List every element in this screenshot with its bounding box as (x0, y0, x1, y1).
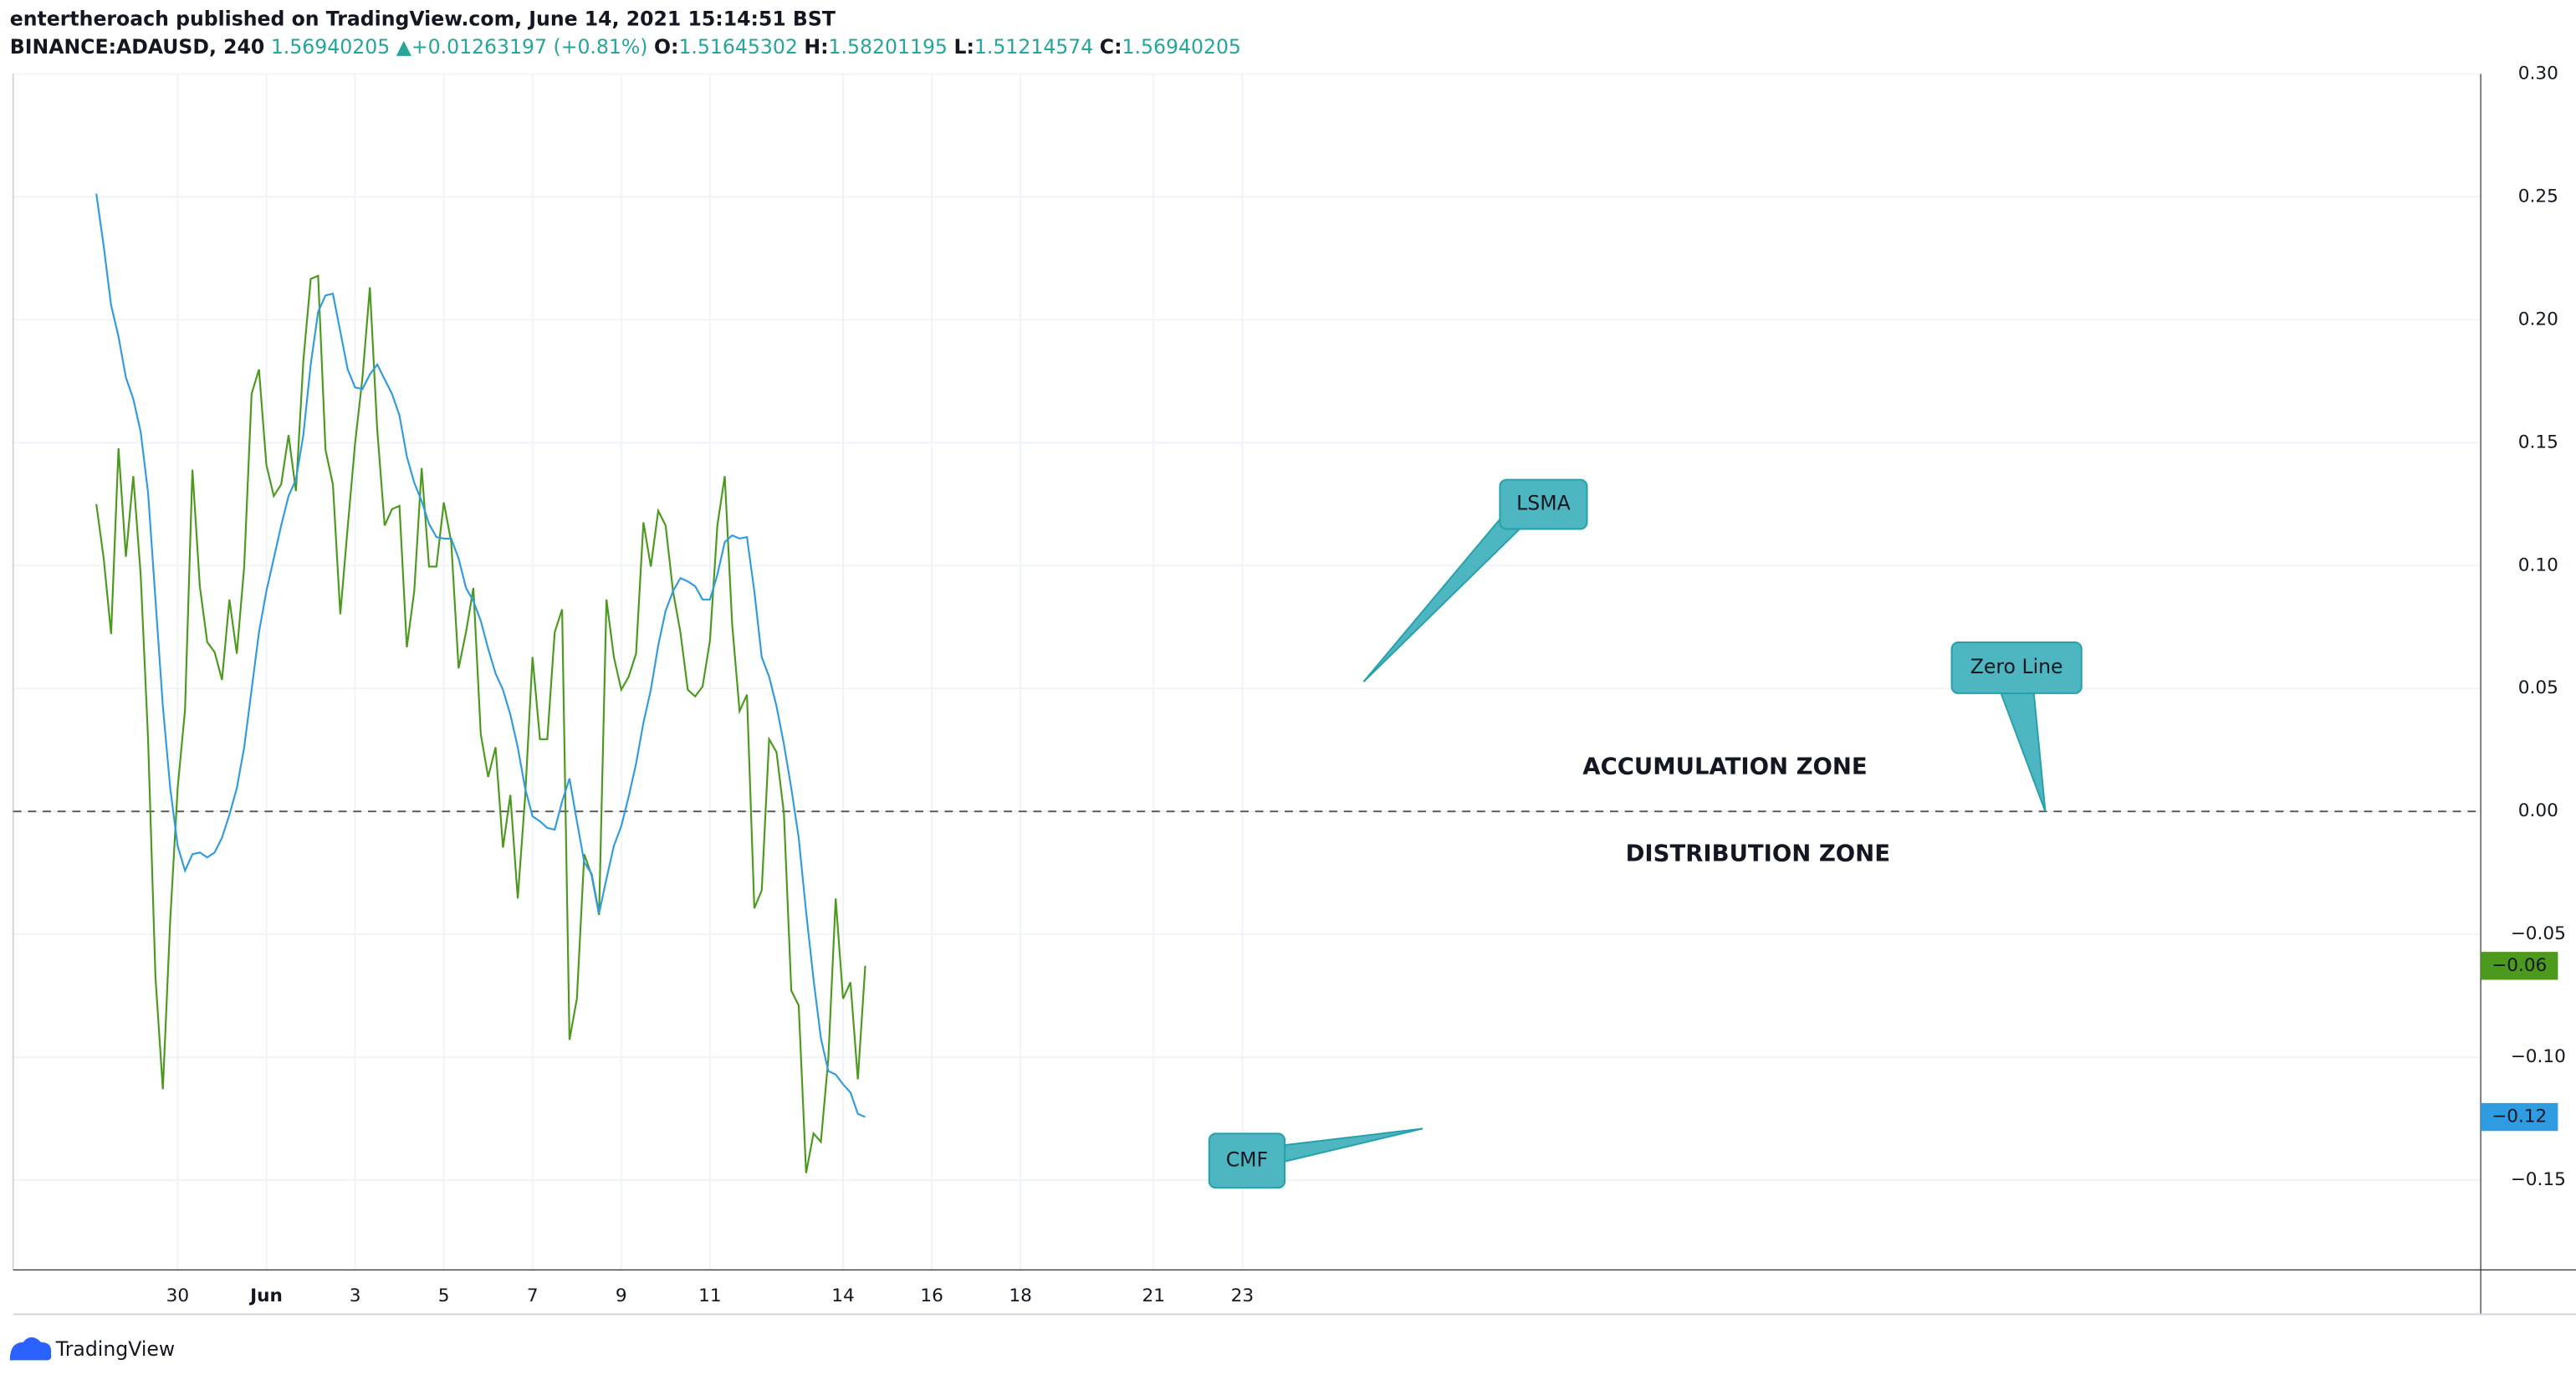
zero-line-callout: Zero Line (1950, 641, 2083, 812)
brand-logo (9, 1337, 52, 1361)
last-value-tag (2481, 952, 2558, 980)
y-tick-label: −0.10 (2511, 1046, 2566, 1067)
x-tick-label: 7 (527, 1285, 539, 1306)
change: +0.01263197 (+0.81%) (411, 34, 648, 58)
y-tick-label: −0.05 (2511, 923, 2566, 944)
c: 1.56940205 (1122, 34, 1241, 58)
callout-box (1499, 478, 1588, 530)
x-tick-label: 30 (166, 1285, 189, 1306)
callout-box (1950, 641, 2083, 694)
c-label: C: (1100, 34, 1122, 58)
o: 1.51645302 (678, 34, 797, 58)
brand: TradingView (9, 1337, 175, 1361)
author-line: entertheroach published on TradingView.c… (10, 7, 836, 30)
callout-text: Zero Line (1970, 655, 2063, 678)
callout-pointer (1284, 1127, 1423, 1163)
x-tick-label: 23 (1231, 1285, 1254, 1306)
callout-pointer (1362, 518, 1521, 682)
y-tick-label: 0.05 (2518, 677, 2558, 698)
callout-pointer (2000, 692, 2047, 812)
y-tick-label: 0.00 (2518, 800, 2558, 821)
price: 1.56940205 (271, 34, 390, 58)
x-tick-label: 21 (1142, 1285, 1165, 1306)
last-value-tag (2481, 1102, 2558, 1132)
y-tick-label: −0.15 (2511, 1169, 2566, 1190)
distribution-zone: DISTRIBUTION ZONE (1626, 840, 1890, 866)
callout-text: LSMA (1516, 492, 1571, 515)
last-value-label: −0.12 (2492, 1107, 2547, 1127)
l-label: L: (953, 34, 974, 58)
x-tick-label: 18 (1009, 1285, 1031, 1306)
cmf-callout: CMF (1208, 1127, 1423, 1189)
o-label: O: (654, 34, 678, 58)
accumulation-zone: ACCUMULATION ZONE (1582, 753, 1867, 779)
x-tick-label: 9 (616, 1285, 627, 1306)
series-line (95, 274, 866, 1173)
header-quote: BINANCE:ADAUSD, 240 1.56940205 ▲+0.01263… (10, 34, 1241, 58)
symbol: BINANCE:ADAUSD, 240 (10, 34, 265, 58)
last-value-label: −0.06 (2492, 955, 2547, 976)
grid (13, 73, 2481, 1270)
lsma-callout: LSMA (1362, 478, 1588, 682)
callout-text: CMF (1226, 1147, 1268, 1171)
x-tick-label: 11 (698, 1285, 721, 1306)
callout-box (1208, 1132, 1286, 1189)
y-tick-label: 0.25 (2518, 186, 2558, 207)
brand-text: TradingView (55, 1337, 175, 1361)
x-tick-label: 16 (920, 1285, 943, 1306)
y-tick-label: 0.10 (2518, 555, 2558, 575)
header-line: entertheroach published on TradingView.c… (10, 7, 836, 30)
plot (13, 193, 2481, 1173)
x-tick-label: 14 (831, 1285, 854, 1306)
l: 1.51214574 (974, 34, 1093, 58)
y-tick-label: 0.15 (2518, 432, 2558, 452)
x-tick-label: Jun (248, 1285, 283, 1306)
series-line (95, 193, 866, 1118)
y-tick-label: 0.30 (2518, 63, 2558, 84)
y-tick-label: 0.20 (2518, 309, 2558, 330)
arrow: ▲ (396, 34, 412, 58)
h-label: H: (804, 34, 828, 58)
x-tick-label: 3 (350, 1285, 361, 1306)
x-tick-label: 5 (438, 1285, 450, 1306)
h: 1.58201195 (829, 34, 948, 58)
